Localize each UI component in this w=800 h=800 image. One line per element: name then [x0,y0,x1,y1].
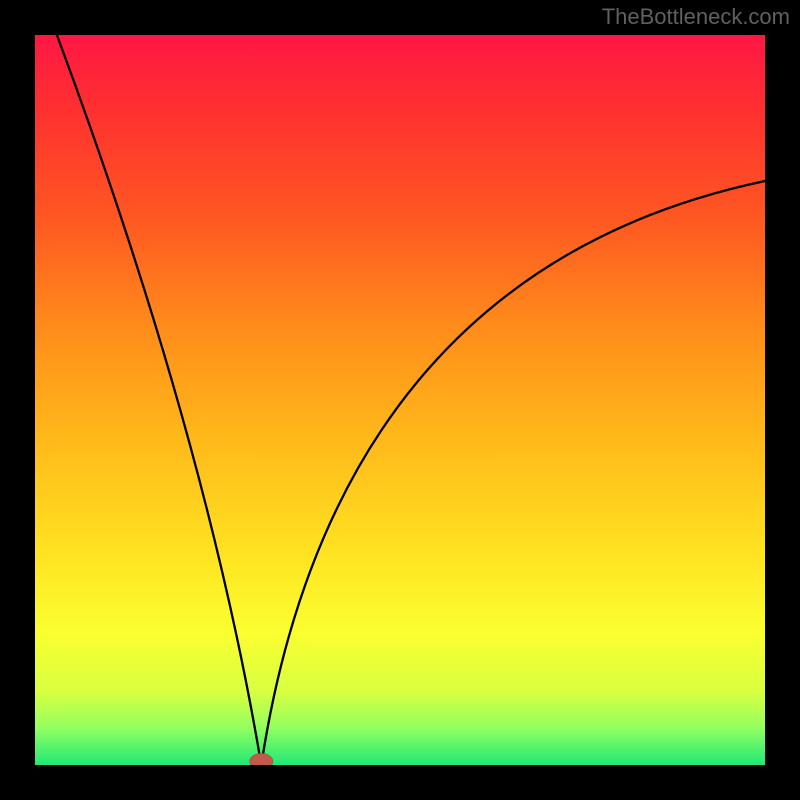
attribution-label: TheBottleneck.com [602,4,790,30]
chart-canvas: TheBottleneck.com [0,0,800,800]
plot-area [35,35,765,765]
gradient-background [35,35,765,765]
plot-svg [35,35,765,765]
